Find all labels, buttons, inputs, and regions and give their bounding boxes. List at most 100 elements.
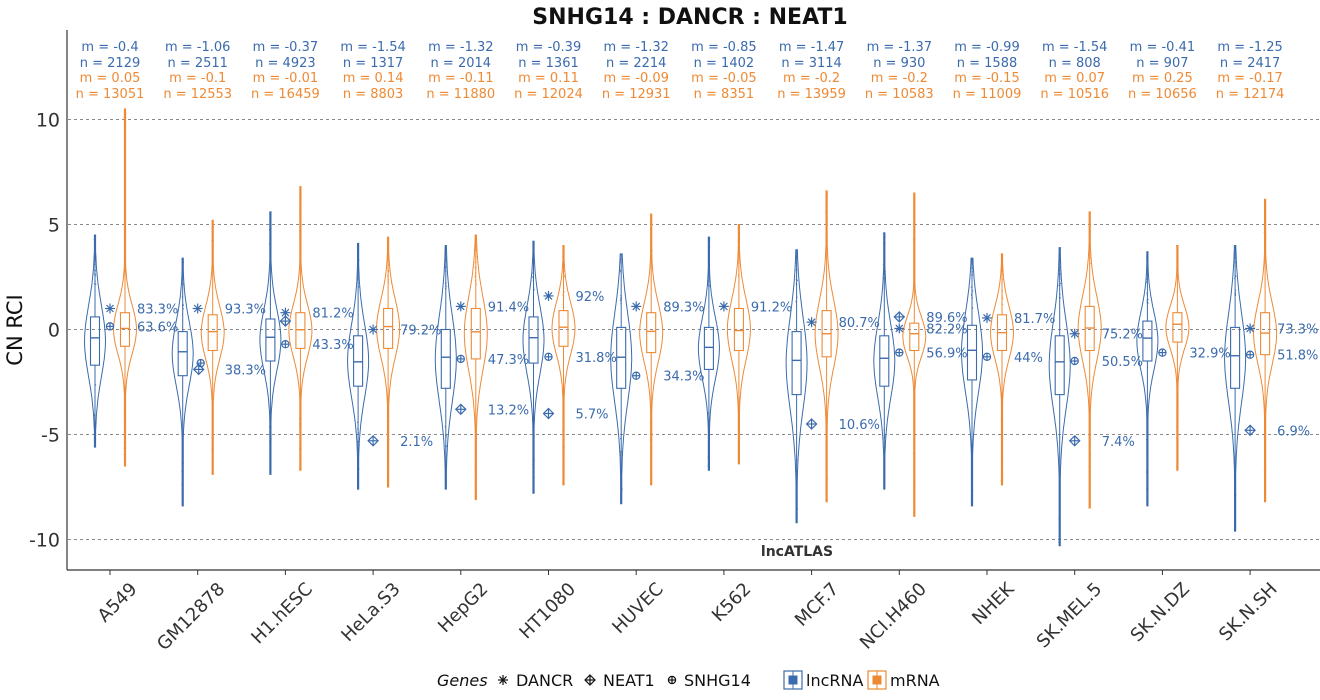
mrna-outlier-point [826,498,828,501]
mrna-count: n = 13051 [76,87,145,102]
mrna-outlier-point [1089,484,1091,486]
lnc-outlier-point [533,466,535,469]
lnc-outlier-point [884,236,886,238]
lnc-outlier-point [1059,254,1061,257]
lnc-outlier-point [620,451,623,453]
mrna-outlier-point [124,123,127,126]
lnc-outlier-point [884,241,886,244]
mrna-outlier-point [1263,229,1266,231]
mrna-outlier-point [1264,470,1266,473]
lnc-outlier-point [707,465,709,467]
y-tick-label: 10 [36,110,60,132]
mrna-outlier-point [563,446,565,448]
lnc-outlier-point [882,242,885,245]
mrna-outlier-point [826,191,828,194]
lnc-outlier-point [1059,297,1061,299]
lnc-outlier-point [883,232,885,234]
lnc-violin [697,236,720,471]
mrna-outlier-point [1001,283,1003,285]
lnc-outlier-point [94,419,97,421]
mrna-outlier-point [1089,491,1091,493]
lnc-outlier-point [444,434,447,437]
lnc-outlier-point [181,484,183,486]
legend-type-label: lncRNA [806,671,863,690]
lnc-outlier-point [708,459,710,461]
mrna-outlier-point [563,275,565,277]
gene-percentage: 63.6% [137,320,178,335]
mrna-outlier-point [562,453,564,455]
mrna-outlier-point [386,239,389,242]
lnc-outlier-point [971,499,973,501]
lnc-outlier-point [1146,274,1149,276]
lnc-outlier-point [972,290,974,292]
lnc-outlier-point [619,454,622,456]
lnc-count: n = 2129 [80,56,140,71]
mrna-outlier-point [737,421,740,424]
mrna-outlier-point [1263,231,1266,234]
lnc-outlier-point [1234,487,1236,489]
mrna-outlier-point [1089,262,1091,265]
dancr-marker [498,675,508,685]
lnc-outlier-point [532,283,535,286]
lnc-box [440,328,451,389]
lnc-outlier-point [532,286,535,289]
mrna-outlier-point [124,114,127,117]
mrna-outlier-point [1089,504,1091,506]
mrna-outlier-point [825,195,827,197]
lnc-outlier-point [795,284,798,286]
lnc-outlier-point [883,277,885,280]
mrna-outlier-point [1264,222,1267,225]
neat1-marker [542,407,555,420]
lnc-outlier-point [707,258,710,260]
lnc-outlier-point [971,501,973,504]
lnc-outlier-point [357,432,360,434]
lnc-outlier-point [357,450,360,453]
lnc-outlier-point [533,491,535,493]
lnc-outlier-point [444,473,446,476]
dancr-marker [982,312,992,323]
x-tick-label: SK.N.DZ [1127,579,1194,646]
mrna-outlier-point [300,198,302,201]
mrna-outlier-point [562,252,565,255]
lnc-mean: m = -0.99 [954,40,1019,55]
cell-group [434,234,488,501]
mrna-outlier-point [124,109,126,112]
neat1-marker [1068,434,1081,447]
mrna-outlier-point [212,248,214,251]
dancr-marker [192,303,203,314]
mrna-outlier-point [211,466,214,469]
lnc-outlier-point [1233,475,1236,477]
lnc-outlier-point [883,250,885,252]
mrna-outlier-point [474,464,477,466]
mrna-outlier-point [1176,419,1178,422]
mrna-outlier-point [826,477,828,480]
mrna-box [295,312,306,349]
mrna-outlier-point [211,437,213,439]
mrna-outlier-point [563,423,565,425]
mrna-outlier-point [211,450,214,452]
lnc-outlier-point [970,286,973,288]
mrna-outlier-point [826,193,828,196]
lnc-count: n = 907 [1136,56,1188,71]
lnc-outlier-point [532,240,535,243]
lnc-outlier-point [796,296,798,299]
lnc-mean: m = -0.4 [81,40,138,55]
mrna-box [909,322,920,352]
mrna-outlier-point [1089,462,1091,465]
lnc-outlier-point [1234,293,1236,296]
gene-percentage: 38.3% [225,363,266,378]
gene-percentage: 13.2% [488,403,529,418]
mrna-box [119,312,131,347]
mrna-outlier-point [298,447,301,450]
mrna-outlier-point [212,267,214,270]
mrna-outlier-point [737,275,740,277]
snhg14-marker [544,352,553,361]
mrna-outlier-point [299,465,301,467]
mrna-outlier-point [299,223,302,226]
lnc-outlier-point [619,269,622,272]
lnc-outlier-point [533,289,535,291]
mrna-box [470,307,481,360]
y-tick-label: -10 [29,530,60,552]
mrna-outlier-point [1176,270,1178,273]
gene-percentage: 43.3% [312,338,353,353]
